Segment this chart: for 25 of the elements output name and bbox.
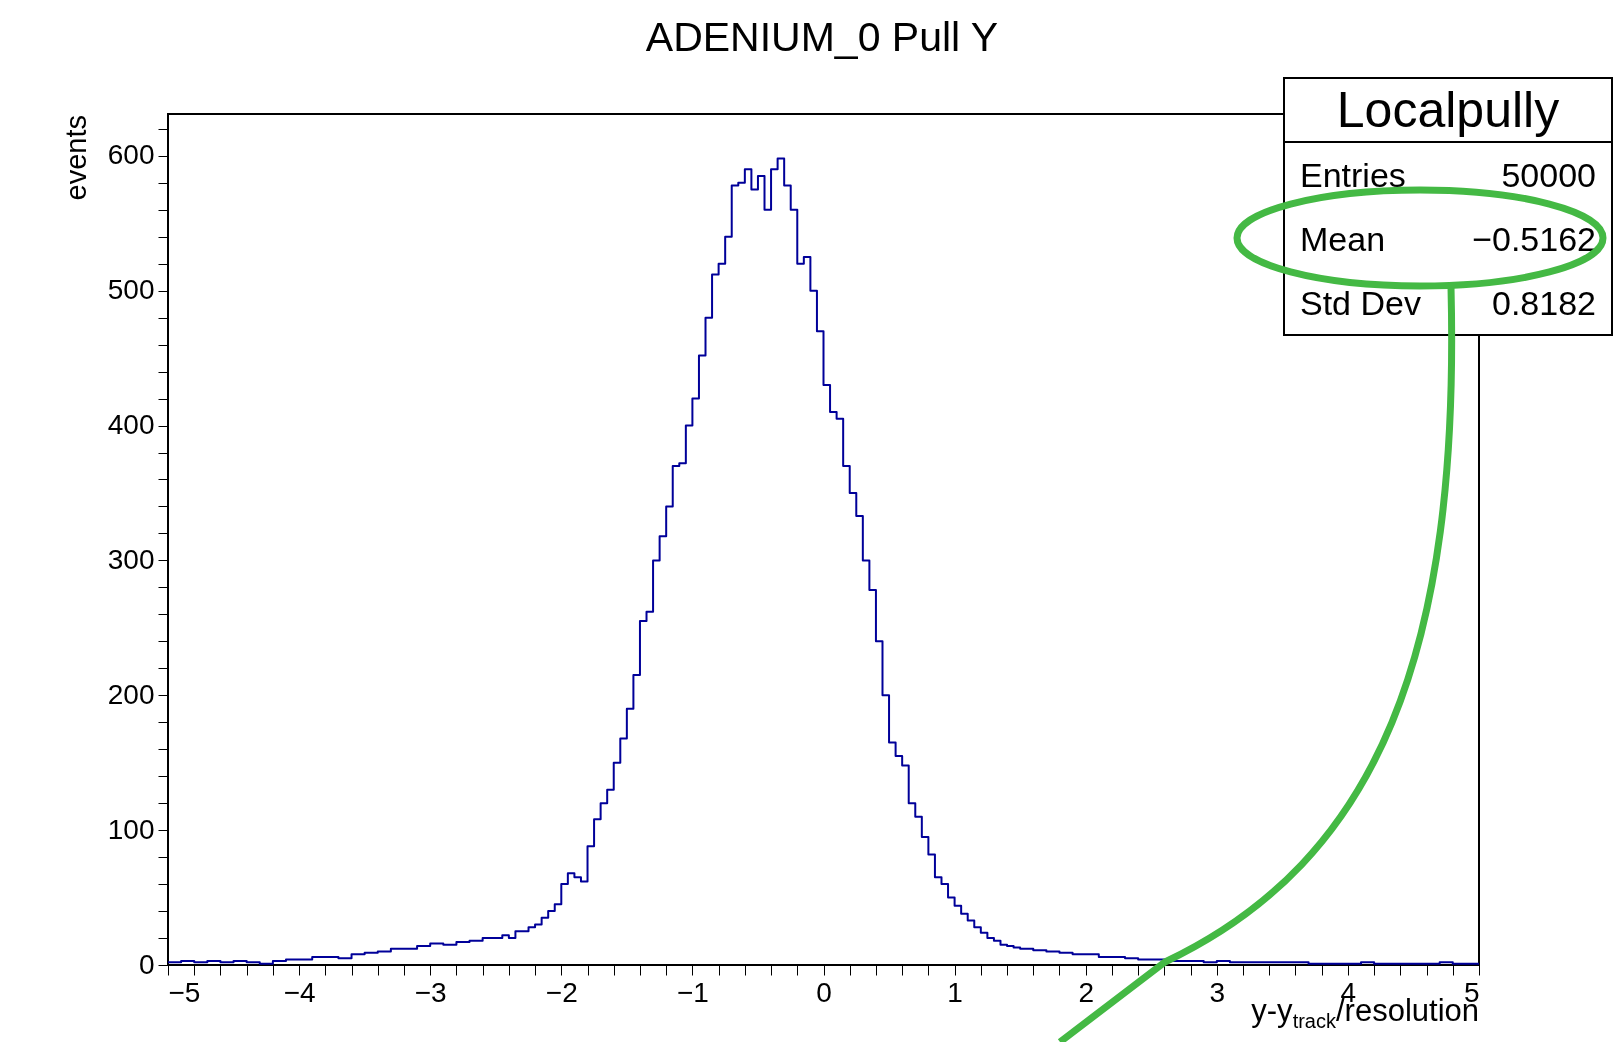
x-tick-label: −4 [283, 976, 316, 1008]
text: 50000 [1501, 155, 1596, 196]
x-tick-label: 3 [1209, 976, 1226, 1008]
y-tick-label: 300 [107, 543, 155, 575]
x-tick-label: 2 [1078, 976, 1094, 1008]
x-tick-label: −5 [168, 976, 201, 1008]
x-tick-label: 0 [816, 976, 832, 1008]
x-tick-label: 1 [947, 976, 963, 1008]
annotation: Std Dev [1300, 283, 1421, 324]
chart-title: ADENIUM_0 Pull Y [644, 14, 1000, 61]
y-tick-label: 600 [107, 139, 155, 171]
annotation: Mean [1300, 219, 1386, 260]
y-tick-label: 100 [107, 813, 155, 845]
x-tick-label: −3 [414, 976, 447, 1008]
y-axis-title: events [60, 115, 93, 201]
x-tick-label: −1 [676, 976, 709, 1008]
y-tick-label: 200 [107, 678, 155, 710]
y-tick-label: 500 [107, 274, 155, 306]
x-tick-label: −2 [545, 976, 578, 1008]
annotation: Localpully [1285, 79, 1611, 143]
annotation: −0.5162 [1472, 219, 1596, 260]
annotation: Entries [1300, 155, 1406, 196]
y-tick-label: 400 [107, 409, 155, 441]
text: 0.8182 [1492, 283, 1596, 324]
y-tick-label: 0 [138, 948, 155, 980]
